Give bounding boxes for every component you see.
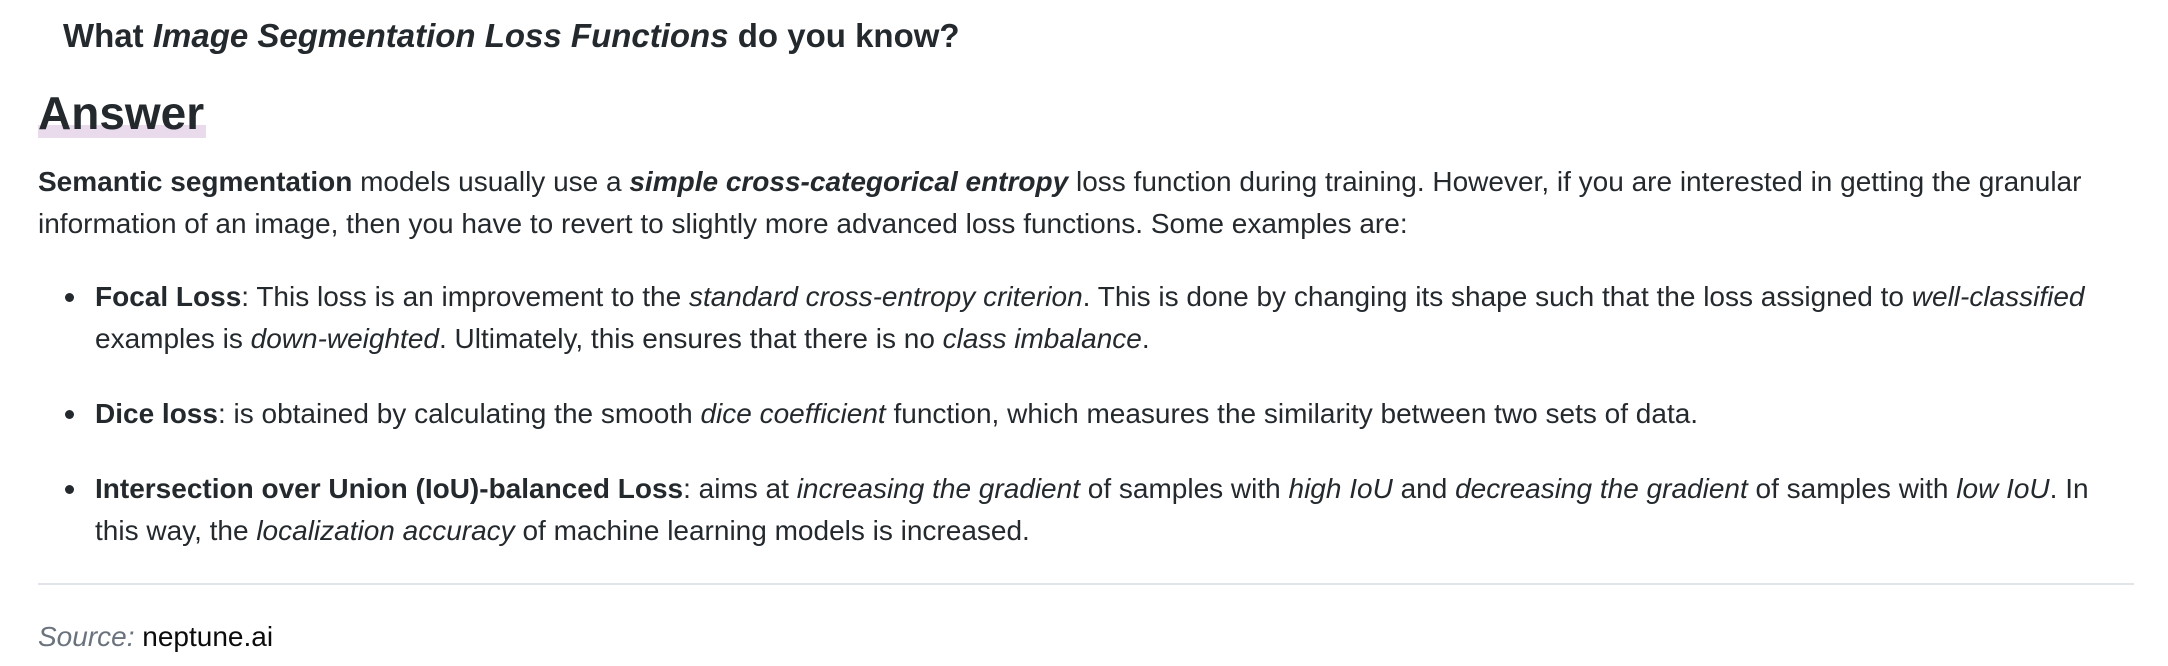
intro-text-1: models usually use a <box>352 166 630 197</box>
answer-heading-text: Answer <box>38 86 207 140</box>
list-item-title: Dice loss <box>95 398 218 429</box>
emphasized-text: standard cross-entropy criterion <box>688 281 1083 312</box>
bullet-icon <box>65 293 74 302</box>
body-text: examples is <box>95 323 251 354</box>
emphasized-text: well-classified <box>1911 281 2085 312</box>
emphasized-text: high IoU <box>1288 473 1393 504</box>
body-text: . This is done by changing its shape suc… <box>1082 281 1912 312</box>
body-text: : This loss is an improvement to the <box>241 281 689 312</box>
question-title: What Image Segmentation Loss Functions d… <box>63 14 960 58</box>
list-item-title: Focal Loss <box>95 281 242 312</box>
list-item-body: : is obtained by calculating the smooth … <box>218 398 1698 429</box>
question-emphasis: Image Segmentation Loss Functions <box>152 17 729 54</box>
body-text: function, which measures the similarity … <box>885 398 1699 429</box>
emphasized-text: decreasing the gradient <box>1455 473 1748 504</box>
bullet-icon <box>65 485 74 494</box>
intro-loss-name: simple cross-categorical entropy <box>629 166 1069 197</box>
intro-text-2: loss function during training. However, … <box>38 166 2082 239</box>
body-text: of machine learning models is increased. <box>514 515 1030 546</box>
intro-paragraph: Semantic segmentation models usually use… <box>38 161 2128 245</box>
list-item-body: : aims at increasing the gradient of sam… <box>95 473 2089 546</box>
emphasized-text: class imbalance <box>942 323 1142 354</box>
section-divider <box>38 583 2134 585</box>
emphasized-text: dice coefficient <box>700 398 886 429</box>
list-item-body: : This loss is an improvement to the sta… <box>95 281 2085 354</box>
body-text: . <box>1141 323 1150 354</box>
body-text: : is obtained by calculating the smooth <box>217 398 701 429</box>
bullet-icon <box>65 410 74 419</box>
list-item-title: Intersection over Union (IoU)-balanced L… <box>95 473 684 504</box>
body-text: . Ultimately, this ensures that there is… <box>438 323 943 354</box>
list-item: Dice loss: is obtained by calculating th… <box>38 393 2128 435</box>
source-link[interactable]: neptune.ai <box>142 621 274 652</box>
emphasized-text: localization accuracy <box>256 515 515 546</box>
answer-heading: Answer <box>38 86 207 140</box>
emphasized-text: down-weighted <box>250 323 439 354</box>
question-prefix: What <box>63 17 153 54</box>
body-text: of samples with <box>1747 473 1957 504</box>
source-label: Source: <box>38 621 135 652</box>
list-item: Intersection over Union (IoU)-balanced L… <box>38 468 2128 552</box>
body-text: : aims at <box>683 473 797 504</box>
list-item: Focal Loss: This loss is an improvement … <box>38 276 2128 360</box>
body-text: . In this way, the <box>95 473 2089 546</box>
body-text: and <box>1392 473 1456 504</box>
source-line: Source: neptune.ai <box>38 617 273 657</box>
question-suffix: do you know? <box>728 17 960 54</box>
emphasized-text: low IoU <box>1956 473 2050 504</box>
body-text: of samples with <box>1079 473 1289 504</box>
emphasized-text: increasing the gradient <box>796 473 1080 504</box>
loss-function-list: Focal Loss: This loss is an improvement … <box>38 276 2128 585</box>
intro-term: Semantic segmentation <box>38 166 353 197</box>
